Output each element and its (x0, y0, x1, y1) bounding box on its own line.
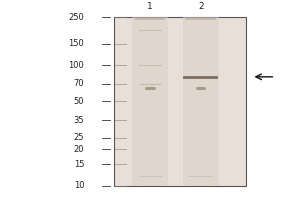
Text: 50: 50 (74, 97, 84, 106)
Text: 100: 100 (69, 61, 84, 70)
Text: 150: 150 (69, 39, 84, 48)
Text: 250: 250 (69, 13, 84, 22)
Text: 20: 20 (74, 145, 84, 154)
Bar (183, 17, 219, 186)
Text: 10: 10 (74, 181, 84, 190)
Bar (132, 17, 168, 186)
Text: 70: 70 (74, 79, 84, 88)
Text: 1: 1 (147, 2, 153, 11)
Bar (114, 17, 246, 186)
Text: 15: 15 (74, 160, 84, 169)
Text: 35: 35 (74, 116, 84, 125)
Text: 2: 2 (198, 2, 204, 11)
Text: 25: 25 (74, 133, 84, 142)
